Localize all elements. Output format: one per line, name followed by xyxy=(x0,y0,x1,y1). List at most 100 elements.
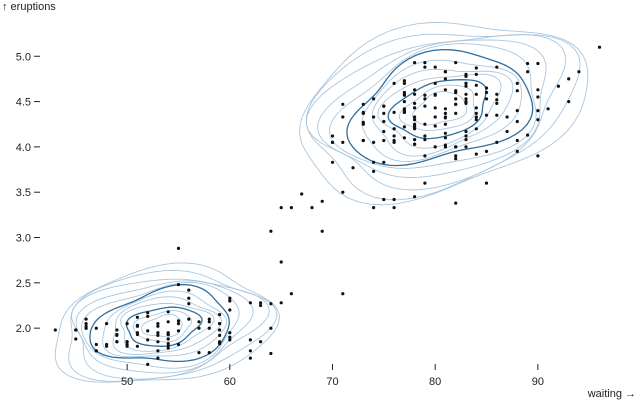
data-point xyxy=(320,199,324,203)
data-point xyxy=(443,70,447,74)
data-point xyxy=(413,106,417,110)
data-point xyxy=(495,92,499,96)
data-point xyxy=(515,109,519,113)
data-point xyxy=(515,89,519,93)
data-point xyxy=(413,118,417,122)
x-axis-label: waiting → xyxy=(587,388,636,400)
density-contour-line xyxy=(361,59,522,162)
data-point xyxy=(74,328,78,332)
data-point xyxy=(464,138,468,142)
data-point xyxy=(484,181,489,185)
data-point xyxy=(135,324,139,328)
data-point xyxy=(84,326,88,330)
data-point xyxy=(423,104,427,108)
data-point xyxy=(372,160,376,164)
data-point xyxy=(218,322,222,326)
data-point xyxy=(176,283,181,287)
data-point xyxy=(402,136,406,140)
density-contour-line xyxy=(398,84,476,132)
data-point xyxy=(248,338,252,342)
data-point xyxy=(433,81,437,85)
data-point xyxy=(546,107,550,111)
data-point xyxy=(361,138,365,143)
data-point xyxy=(74,337,78,341)
data-point xyxy=(536,118,540,122)
data-point xyxy=(443,111,447,115)
data-point xyxy=(125,340,129,344)
data-point xyxy=(495,98,499,102)
data-point xyxy=(454,111,458,115)
data-point xyxy=(207,326,211,330)
data-point xyxy=(443,107,447,111)
data-point xyxy=(413,88,417,92)
data-point xyxy=(423,138,427,142)
data-point xyxy=(505,129,509,134)
density-contour-line xyxy=(305,33,581,201)
data-point xyxy=(423,65,427,69)
data-point xyxy=(94,349,98,353)
data-point xyxy=(279,206,283,210)
data-point xyxy=(464,134,468,138)
data-point xyxy=(464,72,468,76)
density-contour-line xyxy=(54,262,280,383)
data-point xyxy=(248,349,252,353)
x-tick-label: 50 xyxy=(121,376,133,388)
data-point xyxy=(187,317,191,321)
data-point xyxy=(197,326,201,330)
data-point xyxy=(320,229,324,233)
data-point xyxy=(125,322,129,326)
x-tick-label: 70 xyxy=(326,376,338,388)
data-point xyxy=(146,329,150,333)
density-contour-line xyxy=(346,48,534,167)
y-tick-label: 3.5 xyxy=(16,187,31,199)
data-point xyxy=(279,301,283,305)
density-contour-line xyxy=(71,278,270,380)
data-point xyxy=(105,322,109,326)
data-point xyxy=(495,113,499,117)
data-point xyxy=(474,111,478,115)
data-point xyxy=(146,311,150,315)
data-point xyxy=(484,113,489,117)
data-point xyxy=(402,81,406,85)
data-point xyxy=(536,61,540,66)
data-point xyxy=(146,338,150,342)
data-point xyxy=(454,102,458,106)
data-point xyxy=(443,77,447,81)
data-point xyxy=(166,310,170,314)
data-point xyxy=(53,328,57,332)
data-point xyxy=(433,65,437,69)
data-point xyxy=(330,160,335,164)
data-point xyxy=(392,197,396,202)
data-point xyxy=(454,89,458,93)
data-point xyxy=(84,317,88,321)
data-point xyxy=(372,97,376,101)
data-point xyxy=(156,356,160,360)
data-point xyxy=(166,331,170,335)
density-contour-line xyxy=(112,296,223,355)
data-point xyxy=(94,326,98,330)
data-point xyxy=(495,101,499,105)
data-point xyxy=(454,154,458,158)
data-point xyxy=(474,118,478,122)
data-point xyxy=(382,138,386,143)
data-point xyxy=(228,331,232,335)
data-point xyxy=(423,97,427,101)
data-point xyxy=(484,97,489,101)
data-point xyxy=(382,111,386,115)
data-point xyxy=(341,140,345,144)
data-point xyxy=(300,192,304,196)
data-point xyxy=(423,122,427,126)
data-point xyxy=(464,81,468,85)
data-point xyxy=(146,314,150,318)
data-point xyxy=(156,340,160,344)
data-point xyxy=(351,166,355,170)
data-point xyxy=(454,145,458,149)
data-point xyxy=(156,322,160,326)
data-point xyxy=(413,61,417,65)
data-point xyxy=(464,100,468,104)
y-tick-label: 2.0 xyxy=(16,323,31,335)
data-point xyxy=(228,296,232,300)
data-point xyxy=(156,331,160,335)
data-point xyxy=(228,338,232,342)
